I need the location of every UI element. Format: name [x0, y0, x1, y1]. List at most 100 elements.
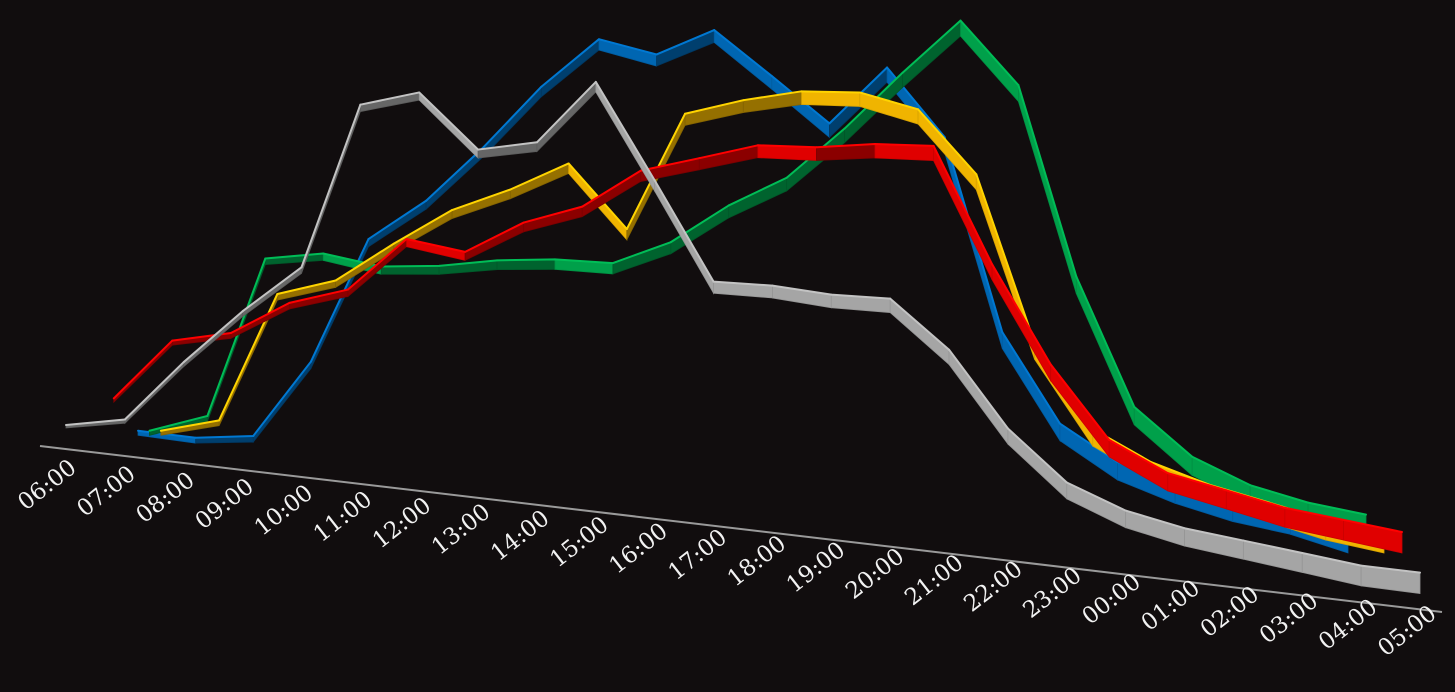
- data-point: [873, 143, 876, 146]
- ribbon-segment: [713, 29, 773, 91]
- data-point: [1191, 455, 1194, 458]
- data-point: [1342, 518, 1345, 521]
- x-tick-label: 20:00: [841, 543, 909, 604]
- data-point: [1301, 552, 1304, 555]
- x-tick-label: 01:00: [1137, 575, 1205, 636]
- ribbon-segment: [1184, 527, 1244, 560]
- data-point: [553, 258, 556, 261]
- data-point: [1065, 481, 1068, 484]
- ribbon-segment: [612, 241, 672, 275]
- data-point: [655, 53, 658, 56]
- data-point: [756, 144, 759, 147]
- data-point: [1249, 484, 1252, 487]
- ribbon-segment: [728, 177, 788, 219]
- data-point: [148, 429, 151, 432]
- x-tick-label: 17:00: [664, 524, 732, 585]
- data-point: [713, 29, 716, 32]
- data-point: [1183, 527, 1186, 530]
- ribbon-segment: [698, 144, 759, 171]
- ribbon-segment: [684, 99, 744, 126]
- data-point: [229, 332, 232, 335]
- data-point: [727, 204, 730, 207]
- data-point: [509, 188, 512, 191]
- data-point: [581, 205, 584, 208]
- data-point: [742, 99, 745, 102]
- series-layer: [65, 19, 1421, 595]
- data-point: [948, 348, 951, 351]
- x-tick-label: 04:00: [1314, 594, 1382, 655]
- data-point: [288, 301, 291, 304]
- data-point: [123, 418, 126, 421]
- data-point: [639, 169, 642, 172]
- data-point: [917, 108, 920, 111]
- ribbon-segment: [464, 221, 525, 262]
- data-point: [112, 397, 115, 400]
- series-ribbon-4: [112, 143, 1403, 554]
- ribbon-segment: [1075, 276, 1135, 425]
- data-point: [451, 209, 454, 212]
- data-point: [359, 103, 362, 106]
- series-top-edge: [160, 90, 1385, 533]
- data-point: [464, 250, 467, 253]
- x-tick-label: 14:00: [486, 505, 554, 566]
- x-tick-label: 16:00: [605, 518, 673, 579]
- x-tick-label: 09:00: [191, 474, 259, 535]
- x-tick-label: 21:00: [900, 550, 968, 611]
- data-point: [1419, 571, 1421, 574]
- data-point: [975, 173, 978, 176]
- data-point: [1001, 331, 1004, 334]
- data-point: [405, 238, 408, 241]
- data-point: [830, 293, 833, 296]
- data-point: [932, 144, 935, 147]
- data-point: [1365, 513, 1367, 516]
- data-point: [1124, 509, 1127, 512]
- data-point: [218, 419, 221, 422]
- data-point: [1360, 564, 1363, 567]
- x-tick-label: 10:00: [250, 480, 318, 541]
- data-point: [300, 266, 303, 269]
- data-point: [1307, 501, 1310, 504]
- x-tick-label: 05:00: [1373, 601, 1441, 662]
- data-point: [540, 85, 543, 88]
- ribbon-segment: [772, 285, 832, 309]
- data-point: [1225, 489, 1228, 492]
- x-tick-label: 07:00: [72, 461, 140, 522]
- ribbon-segment: [1301, 552, 1362, 587]
- data-point: [1075, 275, 1078, 278]
- data-point: [241, 310, 244, 313]
- data-point: [264, 257, 267, 260]
- x-tick-label: 00:00: [1078, 569, 1146, 630]
- data-point: [597, 38, 600, 41]
- ribbon-segment: [801, 90, 861, 107]
- ribbon-segment: [1242, 540, 1303, 573]
- data-point: [1242, 539, 1245, 542]
- data-point: [991, 263, 994, 266]
- data-point: [367, 238, 370, 241]
- x-tick-label: 12:00: [368, 493, 436, 554]
- ribbon-segment: [1066, 481, 1127, 529]
- x-tick-label: 22:00: [959, 556, 1027, 617]
- data-point: [322, 252, 325, 255]
- data-point: [886, 66, 889, 69]
- x-tick-label: 23:00: [1018, 562, 1086, 623]
- data-point: [194, 436, 197, 439]
- data-point: [800, 90, 803, 93]
- data-point: [653, 179, 656, 182]
- data-point: [567, 162, 570, 165]
- data-point: [392, 242, 395, 245]
- x-tick-label: 06:00: [13, 455, 81, 516]
- data-point: [309, 360, 312, 363]
- data-point: [770, 75, 773, 78]
- x-tick-label: 02:00: [1196, 582, 1264, 643]
- data-point: [346, 288, 349, 291]
- data-point: [438, 264, 441, 267]
- x-axis-line: [39, 445, 1443, 613]
- data-point: [1017, 84, 1020, 87]
- data-point: [252, 434, 255, 437]
- data-point: [1049, 363, 1052, 366]
- data-point: [785, 176, 788, 179]
- data-point: [901, 71, 904, 74]
- data-point: [611, 262, 614, 265]
- data-point: [535, 141, 538, 144]
